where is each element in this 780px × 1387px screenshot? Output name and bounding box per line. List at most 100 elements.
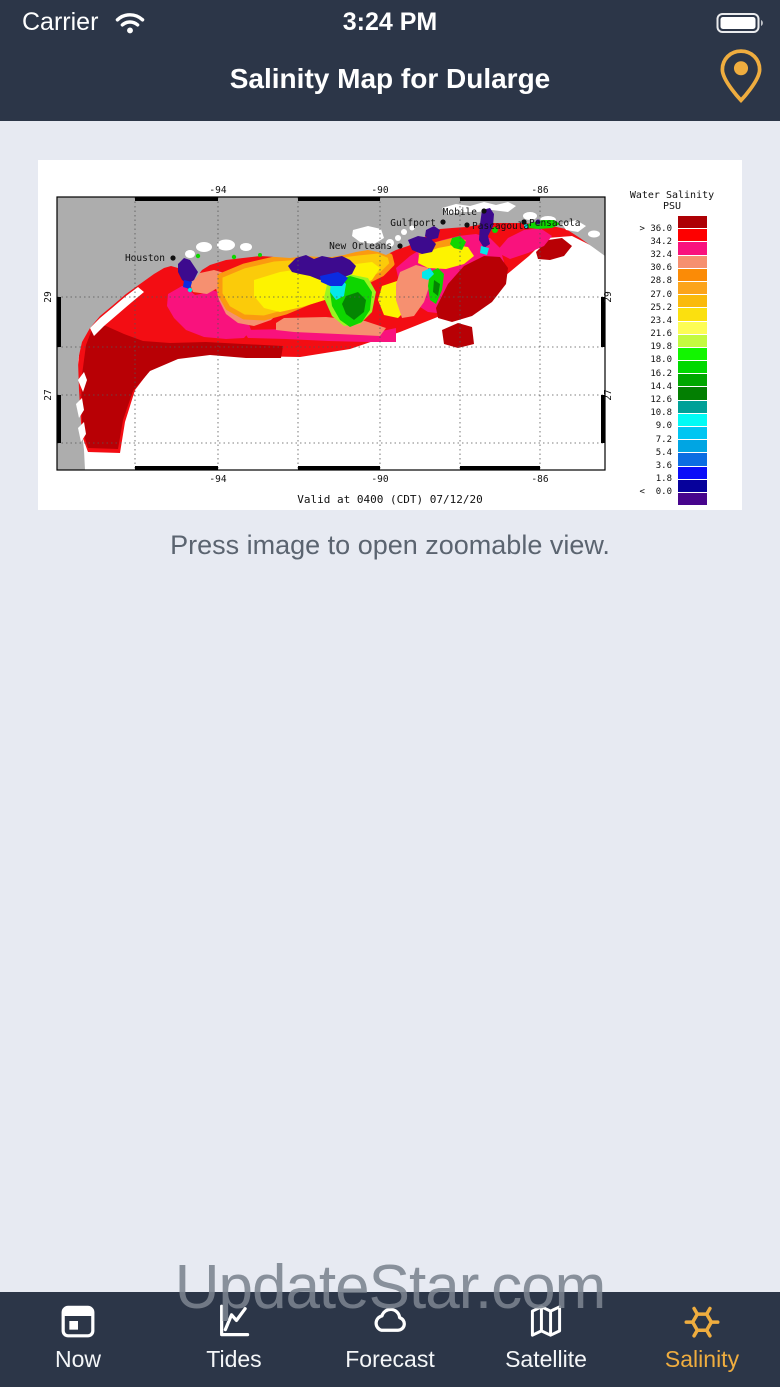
legend-label: 23.4	[650, 315, 672, 326]
svg-text:-90: -90	[371, 185, 388, 196]
tab-bar: Now Tides Forecast Satellite	[0, 1292, 780, 1387]
legend-label: 14.4	[650, 381, 672, 392]
legend-label: 9.0	[655, 421, 672, 432]
salinity-plume	[76, 210, 605, 453]
legend-swatch	[678, 347, 707, 362]
legend-swatch	[678, 466, 707, 480]
folded-map-icon	[530, 1305, 562, 1337]
map-caption: Valid at 0400 (CDT) 07/12/20	[297, 493, 482, 506]
header: Carrier 3:24 PM Salinity Map for Dularge	[0, 0, 780, 121]
legend-swatches	[678, 216, 707, 507]
legend-swatch	[678, 387, 707, 401]
svg-text:29: 29	[43, 291, 54, 303]
legend-label: 16.2	[650, 368, 672, 379]
battery-icon	[716, 13, 763, 33]
svg-text:27: 27	[43, 389, 54, 400]
legend-swatch	[678, 281, 707, 296]
svg-text:27: 27	[603, 389, 614, 400]
legend-swatch	[678, 216, 707, 230]
clock: 3:24 PM	[342, 8, 438, 36]
coastal-features	[76, 202, 600, 442]
carrier-label: Carrier	[22, 8, 99, 36]
legend-swatch	[678, 453, 707, 467]
svg-text:Gulfport: Gulfport	[390, 218, 436, 229]
wifi-icon	[115, 13, 145, 34]
tab-tides[interactable]: Tides	[156, 1292, 312, 1387]
legend-labels: > 36.0 34.2 32.4 30.6 28.8 27.0 25.2 23.4 21.6 19…	[622, 223, 672, 500]
legend-units: PSU	[662, 201, 682, 212]
tab-label-satellite: Satellite	[505, 1346, 587, 1372]
legend: Water Salinity PSU > 36.0 34.2 32.4 30.6 28.…	[622, 190, 722, 508]
cloud-icon	[374, 1307, 406, 1332]
city-labels: Houston New Orleans Gulfport Mobile Pasc…	[125, 207, 581, 264]
svg-text:-94: -94	[209, 185, 226, 196]
legend-label: 21.6	[650, 329, 672, 340]
salinity-map-graphic: -94 -90 -86 -94 -90 -86 29 27 29 27 Hous…	[43, 185, 614, 506]
calendar-icon	[61, 1305, 95, 1338]
zoom-hint-text: Press image to open zoomable view.	[170, 530, 610, 560]
legend-swatch	[678, 268, 707, 282]
legend-label: > 36.0	[639, 223, 672, 234]
molecule-icon	[684, 1306, 720, 1338]
legend-swatch	[678, 427, 707, 441]
tab-label-forecast: Forecast	[345, 1346, 435, 1372]
legend-swatch	[678, 295, 707, 309]
svg-text:Houston: Houston	[125, 253, 165, 264]
map-gridlines	[57, 197, 605, 470]
legend-swatch	[678, 334, 707, 348]
tab-label-salinity: Salinity	[664, 1346, 740, 1372]
legend-label: 27.0	[650, 289, 672, 300]
page-title: Salinity Map for Dularge	[229, 63, 551, 94]
svg-text:-86: -86	[531, 185, 548, 196]
legend-label: 32.4	[650, 249, 672, 260]
legend-label: 3.6	[655, 460, 672, 471]
legend-label: 10.8	[650, 408, 672, 419]
axis-labels: -94 -90 -86 -94 -90 -86 29 27 29 27	[43, 185, 614, 485]
svg-text:29: 29	[603, 291, 614, 303]
legend-label: 5.4	[655, 447, 672, 458]
svg-text:-90: -90	[371, 474, 388, 485]
legend-label: 30.6	[650, 263, 672, 274]
legend-label: 18.0	[650, 355, 672, 366]
legend-label: 25.2	[650, 302, 672, 313]
svg-text:-94: -94	[209, 474, 226, 485]
legend-label: 7.2	[655, 434, 672, 445]
legend-swatch	[678, 229, 707, 243]
legend-swatch	[678, 242, 707, 256]
tide-chart-icon	[220, 1304, 250, 1337]
legend-swatch	[678, 255, 707, 269]
legend-swatch	[678, 479, 707, 493]
salinity-map-image[interactable]: -94 -90 -86 -94 -90 -86 29 27 29 27 Hous…	[38, 160, 742, 510]
legend-label: 28.8	[650, 276, 672, 287]
legend-swatch	[678, 400, 707, 414]
legend-label: 12.6	[650, 395, 672, 406]
legend-swatch	[678, 413, 707, 427]
legend-swatch	[678, 440, 707, 454]
legend-swatch	[678, 361, 707, 375]
legend-title: Water Salinity	[629, 190, 715, 201]
tab-salinity[interactable]: Salinity	[624, 1292, 780, 1387]
svg-text:Pensacola: Pensacola	[529, 218, 580, 229]
map-frame	[56, 196, 606, 471]
svg-text:Mobile: Mobile	[443, 207, 478, 218]
tab-satellite[interactable]: Satellite	[468, 1292, 624, 1387]
tab-now[interactable]: Now	[0, 1292, 156, 1387]
legend-swatch	[678, 308, 707, 322]
legend-label: < 0.0	[639, 487, 672, 498]
svg-text:-86: -86	[531, 474, 548, 485]
tab-label-tides: Tides	[206, 1346, 262, 1372]
legend-swatch	[678, 492, 707, 507]
tab-label-now: Now	[54, 1346, 101, 1372]
map-land	[57, 197, 605, 470]
legend-swatch	[678, 374, 707, 388]
location-pin-button[interactable]	[718, 46, 764, 106]
svg-text:New Orleans: New Orleans	[329, 241, 392, 252]
svg-text:Pascagoula: Pascagoula	[472, 221, 529, 232]
legend-label: 1.8	[655, 474, 672, 485]
legend-label: 19.8	[650, 342, 672, 353]
legend-swatch	[678, 321, 707, 335]
legend-label: 34.2	[650, 236, 672, 247]
status-bar: Carrier 3:24 PM	[0, 0, 780, 44]
location-pin-icon	[720, 49, 762, 104]
tab-forecast[interactable]: Forecast	[312, 1292, 468, 1387]
